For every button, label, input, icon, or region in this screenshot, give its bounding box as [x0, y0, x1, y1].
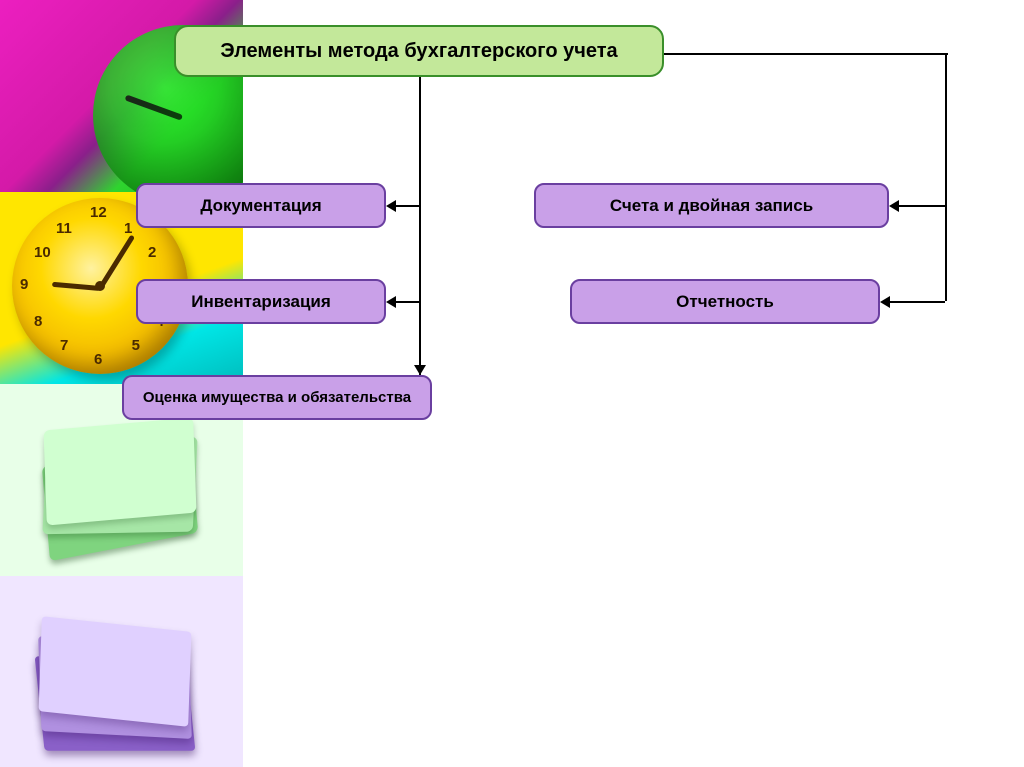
slide-canvas: 12 3 6 9 1 2 4 5 7 8 10 11	[0, 0, 1024, 767]
connector-horizontal	[394, 301, 419, 303]
node-label: Документация	[200, 196, 321, 216]
connector-vertical	[945, 54, 947, 301]
flowchart-title-text: Элементы метода бухгалтерского учета	[220, 40, 617, 63]
connector-horizontal	[394, 205, 419, 207]
node-label: Оценка имущества и обязательства	[143, 389, 411, 406]
node-acc: Счета и двойная запись	[534, 183, 889, 228]
connector-horizontal	[888, 301, 945, 303]
node-rep: Отчетность	[570, 279, 880, 324]
connector-horizontal	[897, 205, 945, 207]
arrow-head	[386, 200, 396, 212]
connector-vertical	[419, 77, 421, 375]
arrow-head	[386, 296, 396, 308]
arrow-head	[880, 296, 890, 308]
node-val: Оценка имущества и обязательства	[122, 375, 432, 420]
node-inv: Инвентаризация	[136, 279, 386, 324]
flowchart-title: Элементы метода бухгалтерского учета	[174, 25, 664, 77]
arrow-head	[414, 365, 426, 375]
arrow-head	[889, 200, 899, 212]
connector-horizontal	[664, 53, 948, 55]
tile-papers-purple	[0, 576, 243, 767]
node-doc: Документация	[136, 183, 386, 228]
node-label: Счета и двойная запись	[610, 196, 813, 216]
node-label: Отчетность	[676, 292, 774, 312]
node-label: Инвентаризация	[191, 292, 331, 312]
